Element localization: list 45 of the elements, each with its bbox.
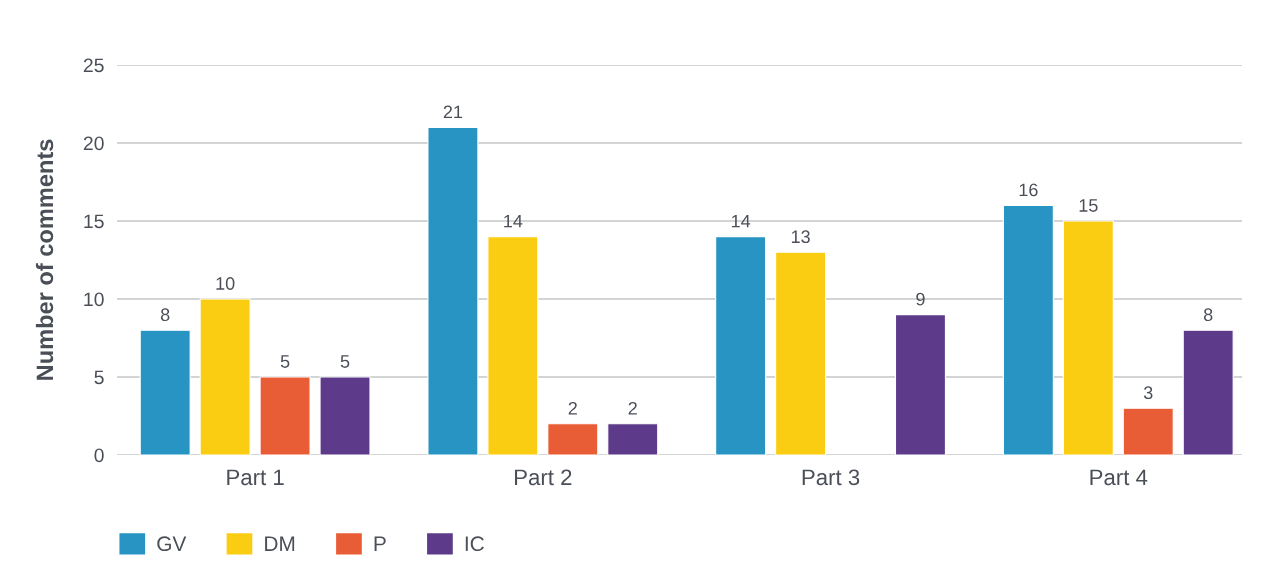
bar xyxy=(607,423,659,455)
x-tick-label: Part 4 xyxy=(1090,469,1148,486)
legend-label: P xyxy=(374,536,386,551)
x-tick-label: Part 1 xyxy=(227,469,284,486)
data-label: 5 xyxy=(280,355,290,368)
bar xyxy=(1062,220,1114,455)
data-label: 15 xyxy=(1079,199,1098,212)
data-label: 3 xyxy=(1143,386,1153,400)
y-tick-label: 25 xyxy=(83,58,104,73)
data-label: 10 xyxy=(216,277,235,290)
y-tick-label: 0 xyxy=(94,448,104,463)
y-tick-label: 5 xyxy=(94,370,104,385)
legend-label: IC xyxy=(465,536,484,552)
data-label: 8 xyxy=(1203,308,1213,322)
data-label: 13 xyxy=(791,230,810,244)
bar xyxy=(547,423,599,455)
data-label: 2 xyxy=(628,401,637,415)
data-label: 16 xyxy=(1019,183,1038,197)
x-tick-label: Part 2 xyxy=(515,469,572,486)
y-tick-label: 10 xyxy=(84,292,104,307)
legend-label: GV xyxy=(157,536,187,552)
data-label: 2 xyxy=(568,401,577,415)
y-axis-title: Number of comments xyxy=(35,139,54,380)
bar xyxy=(139,329,191,455)
bar xyxy=(1122,407,1174,455)
y-tick-label: 15 xyxy=(84,214,104,229)
data-label: 14 xyxy=(504,214,523,228)
bar xyxy=(199,298,251,455)
data-label: 21 xyxy=(443,105,463,119)
data-label: 14 xyxy=(731,214,751,228)
legend-label: DM xyxy=(265,536,295,551)
bar xyxy=(487,236,539,455)
data-label: 8 xyxy=(160,308,170,322)
data-label: 5 xyxy=(340,355,350,368)
x-tick-label: Part 3 xyxy=(802,469,860,486)
bar xyxy=(319,376,371,455)
bar xyxy=(715,236,767,455)
bar xyxy=(775,251,827,455)
y-tick-label: 20 xyxy=(83,136,104,151)
bar xyxy=(1182,329,1234,455)
data-label: 9 xyxy=(916,292,925,306)
bar xyxy=(1002,204,1054,455)
bar xyxy=(427,126,479,455)
bar xyxy=(894,314,946,455)
bar xyxy=(259,376,311,455)
